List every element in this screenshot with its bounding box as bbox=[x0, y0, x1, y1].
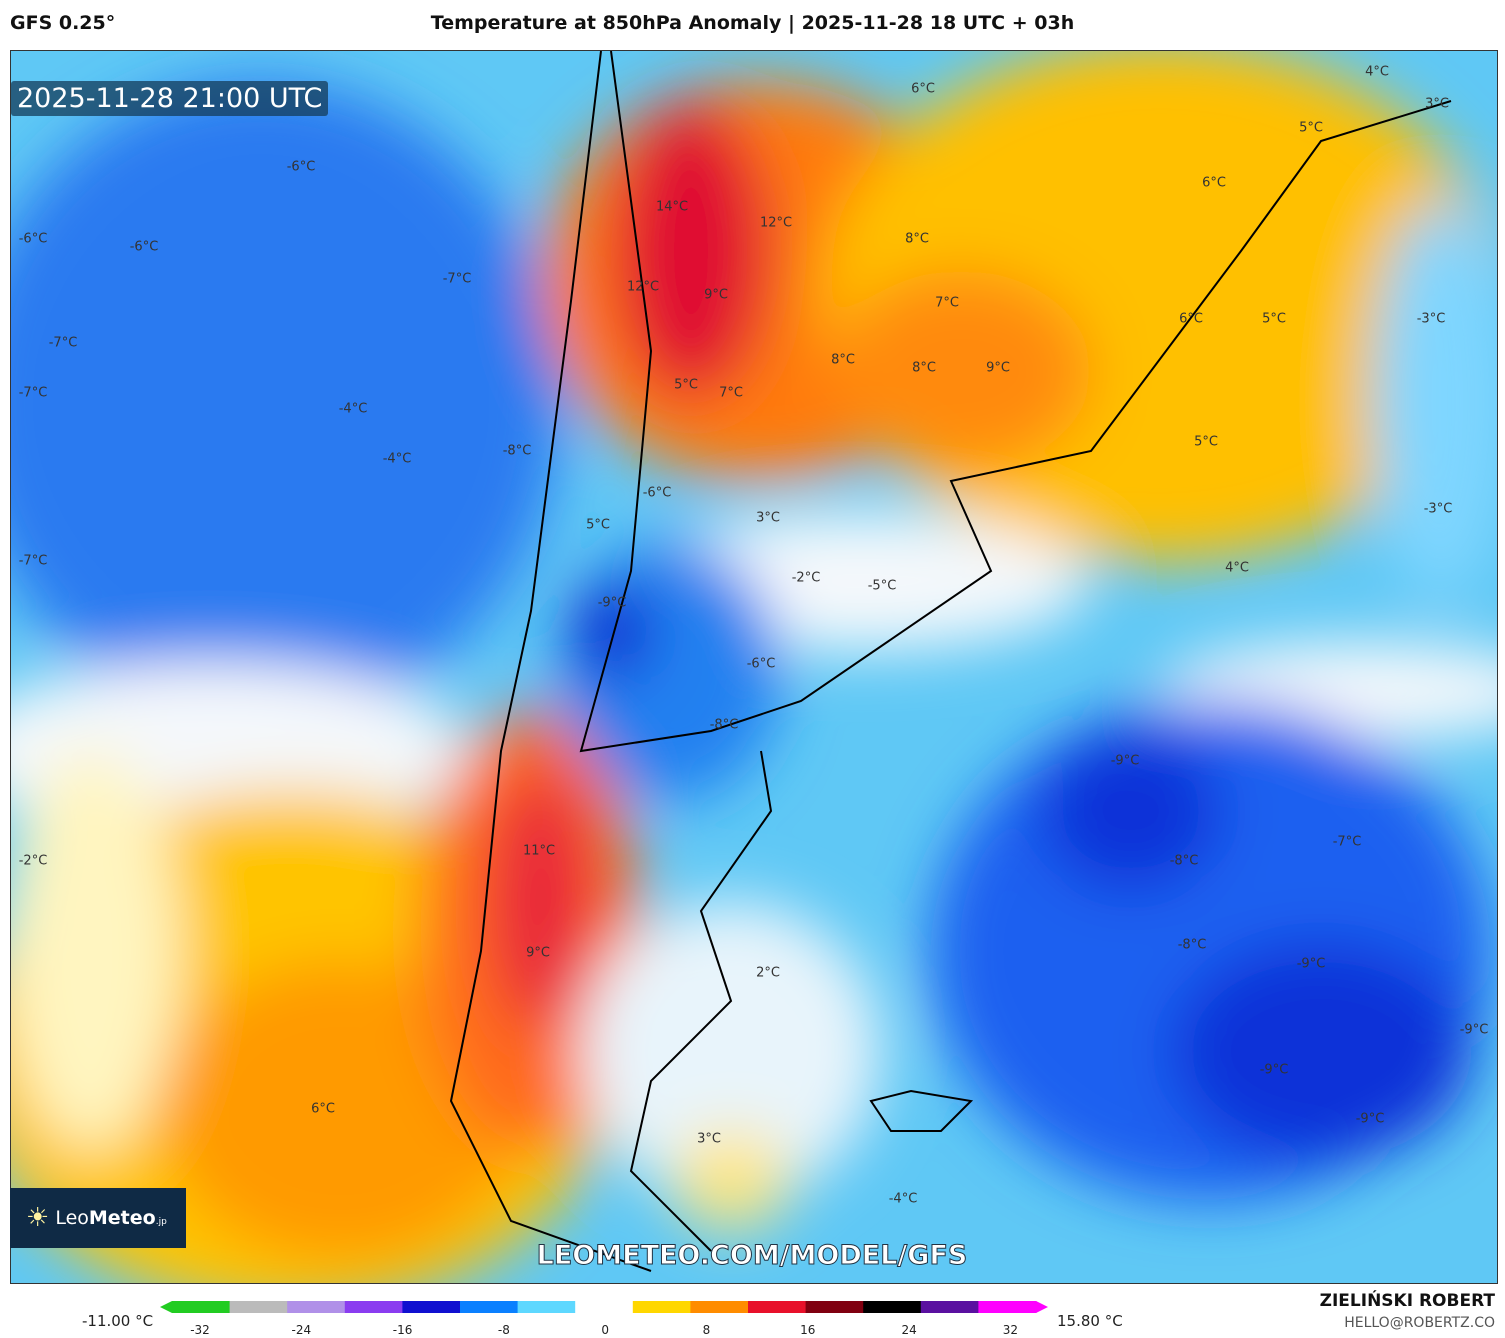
colorbar-extend-arrow bbox=[1036, 1301, 1048, 1313]
temperature-anomaly-map[interactable]: -6°C -6°C -6°C -7°C -7°C -7°C -4°C -4°C -8°C -7°C… bbox=[10, 50, 1498, 1284]
isotherm-label: 11°C bbox=[522, 843, 556, 859]
isotherm-label: 3°C bbox=[1425, 96, 1449, 112]
isotherm-label: -9°C bbox=[1110, 753, 1140, 769]
isotherm-label: 4°C bbox=[1225, 560, 1249, 576]
isotherm-label: -6°C bbox=[286, 159, 316, 175]
isotherm-label: 6°C bbox=[1179, 311, 1203, 327]
isotherm-label: 6°C bbox=[1202, 175, 1226, 191]
colorbar-tick: 24 bbox=[901, 1323, 917, 1337]
colorbar-tick: 8 bbox=[702, 1323, 711, 1337]
colorbar-tick: -16 bbox=[392, 1323, 413, 1337]
isotherm-label: 5°C bbox=[1299, 120, 1323, 136]
chart-title: Temperature at 850hPa Anomaly | 2025-11-… bbox=[430, 12, 1075, 34]
colorbar-swatch bbox=[748, 1301, 807, 1313]
isotherm-label: -4°C bbox=[382, 451, 412, 467]
isotherm-label: -9°C bbox=[1296, 956, 1326, 972]
isotherm-label: -2°C bbox=[791, 570, 821, 586]
colorbar-tick: 16 bbox=[800, 1323, 816, 1337]
map-field bbox=[11, 51, 1497, 1283]
isotherm-label: -8°C bbox=[502, 443, 532, 459]
isotherm-label: 6°C bbox=[911, 81, 935, 97]
isotherm-label: 6°C bbox=[311, 1101, 335, 1117]
isotherm-label: 4°C bbox=[1365, 64, 1389, 80]
isotherm-label: 9°C bbox=[704, 287, 728, 303]
colorbar-swatch bbox=[632, 1301, 691, 1313]
isotherm-label: 7°C bbox=[935, 295, 959, 311]
isotherm-label: 12°C bbox=[759, 215, 793, 231]
isotherm-label: 8°C bbox=[912, 360, 936, 376]
isotherm-label: -7°C bbox=[18, 385, 48, 401]
isotherm-label: 12°C bbox=[626, 279, 660, 295]
isotherm-label: -7°C bbox=[48, 335, 78, 351]
colorbar-max-label: 15.80 °C bbox=[1057, 1312, 1123, 1330]
isotherm-label: -4°C bbox=[338, 401, 368, 417]
valid-time-stamp: 2025-11-28 21:00 UTC bbox=[11, 81, 329, 116]
isotherm-label: -3°C bbox=[1416, 311, 1446, 327]
logo-text: LeoMeteo.jp bbox=[55, 1207, 167, 1229]
isotherm-label: 8°C bbox=[831, 352, 855, 368]
isotherm-label: 14°C bbox=[655, 199, 689, 215]
colorbar-swatch bbox=[920, 1301, 979, 1313]
colorbar-min-label: -11.00 °C bbox=[82, 1312, 154, 1330]
colorbar-swatch bbox=[460, 1301, 519, 1313]
isotherm-label: 5°C bbox=[674, 377, 698, 393]
isotherm-label: -8°C bbox=[1177, 937, 1207, 953]
isotherm-label: -8°C bbox=[709, 717, 739, 733]
isotherm-label: -5°C bbox=[867, 578, 897, 594]
isotherm-label: -6°C bbox=[18, 231, 48, 247]
colorbar-tick: -24 bbox=[291, 1323, 312, 1337]
leometeo-logo[interactable]: ☀ LeoMeteo.jp bbox=[10, 1188, 186, 1248]
isotherm-label: -4°C bbox=[888, 1191, 918, 1207]
author-email[interactable]: HELLO@ROBERTZ.CO bbox=[1344, 1315, 1495, 1331]
isotherm-label: -3°C bbox=[1423, 501, 1453, 517]
isotherm-label: 3°C bbox=[756, 510, 780, 526]
isotherm-label: 5°C bbox=[586, 517, 610, 533]
isotherm-label: 7°C bbox=[719, 385, 743, 401]
colorbar-extend-arrow bbox=[160, 1301, 172, 1313]
colorbar-swatch bbox=[517, 1301, 576, 1313]
author-name: ZIELIŃSKI ROBERT bbox=[1319, 1291, 1495, 1311]
colorbar-swatch bbox=[690, 1301, 749, 1313]
isotherm-label: -9°C bbox=[1259, 1062, 1289, 1078]
colorbar-swatch bbox=[978, 1301, 1037, 1313]
isotherm-label: -6°C bbox=[642, 485, 672, 501]
colorbar-swatch bbox=[805, 1301, 864, 1313]
sun-icon: ☀ bbox=[26, 1203, 50, 1233]
isotherm-label: 9°C bbox=[526, 945, 550, 961]
isotherm-label: 5°C bbox=[1262, 311, 1286, 327]
colorbar-swatch bbox=[229, 1301, 288, 1313]
isotherm-label: -2°C bbox=[18, 853, 48, 869]
isotherm-label: -9°C bbox=[597, 595, 627, 611]
colorbar-tick: 32 bbox=[1002, 1323, 1019, 1337]
colorbar-swatch bbox=[575, 1301, 634, 1313]
watermark-url[interactable]: LEOMETEO.COM/MODEL/GFS bbox=[536, 1240, 968, 1272]
isotherm-label: 8°C bbox=[905, 231, 929, 247]
colorbar-swatch bbox=[287, 1301, 346, 1313]
isotherm-label: -6°C bbox=[746, 656, 776, 672]
isotherm-label: 9°C bbox=[986, 360, 1010, 376]
colorbar-swatch bbox=[172, 1301, 231, 1313]
isotherm-label: -7°C bbox=[442, 271, 472, 287]
isotherm-label: -9°C bbox=[1459, 1022, 1489, 1038]
isotherm-label: -9°C bbox=[1355, 1111, 1385, 1127]
model-name: GFS 0.25° bbox=[10, 12, 116, 34]
colorbar-tick: 0 bbox=[601, 1323, 610, 1337]
colorbar-swatch bbox=[402, 1301, 461, 1313]
isotherm-label: -8°C bbox=[1169, 853, 1199, 869]
isotherm-label: 5°C bbox=[1194, 434, 1218, 450]
isotherm-label: -6°C bbox=[129, 239, 159, 255]
colorbar-swatch bbox=[344, 1301, 403, 1313]
isotherm-label: -7°C bbox=[18, 553, 48, 569]
isotherm-label: 2°C bbox=[756, 965, 780, 981]
colorbar bbox=[160, 1301, 1048, 1313]
colorbar-tick: -8 bbox=[497, 1323, 510, 1337]
colorbar-swatch bbox=[863, 1301, 922, 1313]
isotherm-label: 3°C bbox=[697, 1131, 721, 1147]
colorbar-tick: -32 bbox=[190, 1323, 210, 1337]
isotherm-label: -7°C bbox=[1332, 834, 1362, 850]
